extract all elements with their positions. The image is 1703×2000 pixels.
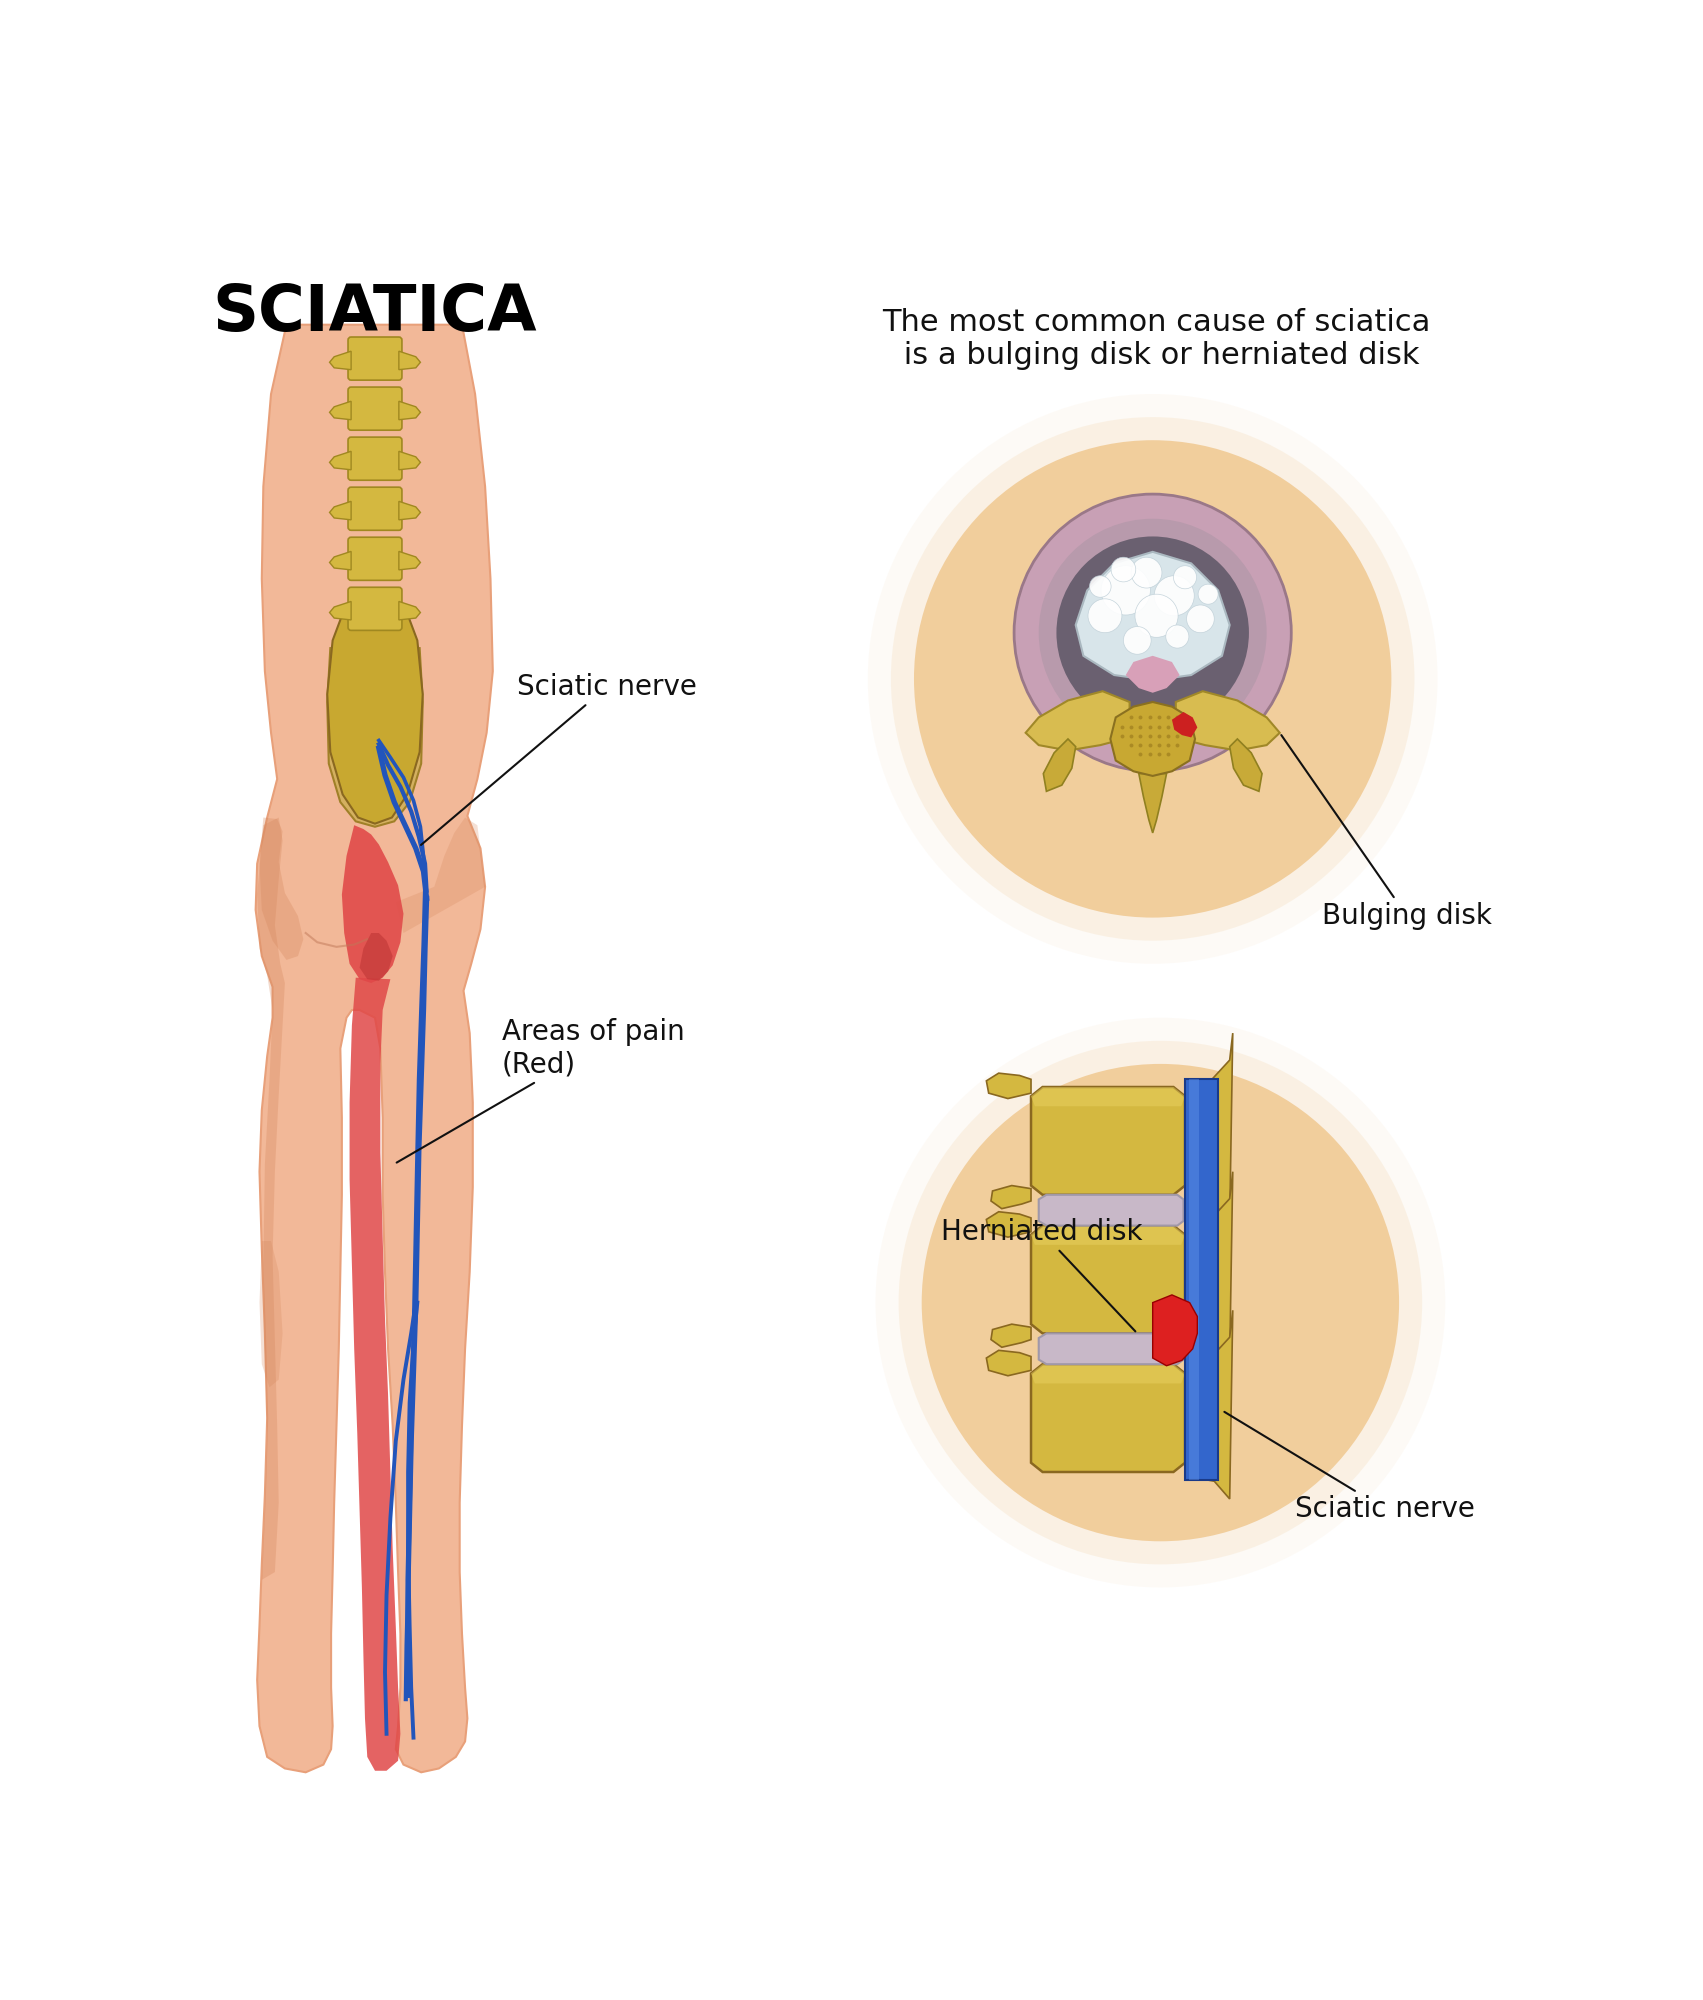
Circle shape [915,440,1391,918]
Text: The most common cause of sciatica
 is a bulging disk or herniated disk: The most common cause of sciatica is a b… [882,308,1431,370]
Polygon shape [1025,692,1129,750]
Circle shape [1102,566,1150,614]
Polygon shape [359,932,393,980]
Polygon shape [1030,1088,1185,1194]
Polygon shape [1189,1080,1199,1480]
FancyBboxPatch shape [347,488,402,530]
Polygon shape [1172,712,1197,738]
Polygon shape [1185,1172,1233,1360]
FancyBboxPatch shape [347,588,402,630]
Polygon shape [1039,1334,1184,1364]
Polygon shape [1030,1364,1185,1384]
Polygon shape [1030,1364,1185,1472]
Polygon shape [986,1074,1030,1098]
Circle shape [1199,584,1218,604]
Circle shape [1134,594,1178,638]
Circle shape [1039,518,1267,746]
Circle shape [1124,626,1151,654]
Polygon shape [991,1324,1030,1348]
Polygon shape [259,818,303,960]
Polygon shape [1030,1088,1185,1106]
Text: Sciatic nerve: Sciatic nerve [421,672,697,844]
Polygon shape [330,352,351,370]
Polygon shape [1139,774,1167,832]
FancyBboxPatch shape [347,438,402,480]
Circle shape [899,1040,1422,1564]
Polygon shape [1110,702,1196,776]
Text: Sciatic nerve: Sciatic nerve [1224,1412,1475,1524]
Polygon shape [349,978,400,1770]
Text: SCIATICA: SCIATICA [213,282,536,344]
Text: Areas of pain
(Red): Areas of pain (Red) [397,1018,685,1162]
Circle shape [869,394,1437,964]
Polygon shape [327,600,422,824]
Polygon shape [330,602,351,620]
Circle shape [891,418,1415,940]
Polygon shape [255,324,492,1772]
Circle shape [1155,576,1194,616]
Text: Herniated disk: Herniated disk [942,1218,1143,1332]
Circle shape [1173,566,1197,588]
Polygon shape [399,452,421,470]
FancyBboxPatch shape [347,388,402,430]
Circle shape [875,1018,1446,1588]
Polygon shape [399,352,421,370]
Polygon shape [257,818,284,1580]
Polygon shape [986,1212,1030,1238]
Polygon shape [1185,1310,1233,1498]
Polygon shape [1185,1034,1233,1222]
Polygon shape [342,826,404,984]
Text: Bulging disk: Bulging disk [1281,736,1492,930]
Polygon shape [1230,738,1262,792]
Polygon shape [399,402,421,420]
Polygon shape [330,502,351,520]
Polygon shape [399,502,421,520]
Polygon shape [1076,552,1230,680]
Circle shape [1187,604,1214,632]
Polygon shape [1175,692,1279,750]
Polygon shape [986,1350,1030,1376]
Circle shape [1090,576,1110,598]
Polygon shape [327,648,422,826]
Polygon shape [1030,1226,1185,1244]
Polygon shape [259,1240,283,1388]
Polygon shape [399,552,421,570]
Polygon shape [1039,1194,1184,1226]
Circle shape [1013,494,1291,772]
Circle shape [1088,598,1122,632]
Polygon shape [1126,656,1180,692]
Circle shape [1110,558,1136,582]
Polygon shape [991,1186,1030,1208]
Circle shape [921,1064,1400,1542]
FancyBboxPatch shape [347,538,402,580]
Polygon shape [330,552,351,570]
Circle shape [1131,558,1161,588]
Circle shape [1056,536,1248,728]
Polygon shape [330,402,351,420]
Circle shape [1167,624,1189,648]
Polygon shape [395,818,485,932]
Polygon shape [1044,738,1076,792]
FancyBboxPatch shape [347,338,402,380]
Polygon shape [1185,1080,1218,1480]
Polygon shape [1153,1294,1197,1366]
Polygon shape [399,602,421,620]
Polygon shape [1030,1226,1185,1334]
Polygon shape [330,452,351,470]
